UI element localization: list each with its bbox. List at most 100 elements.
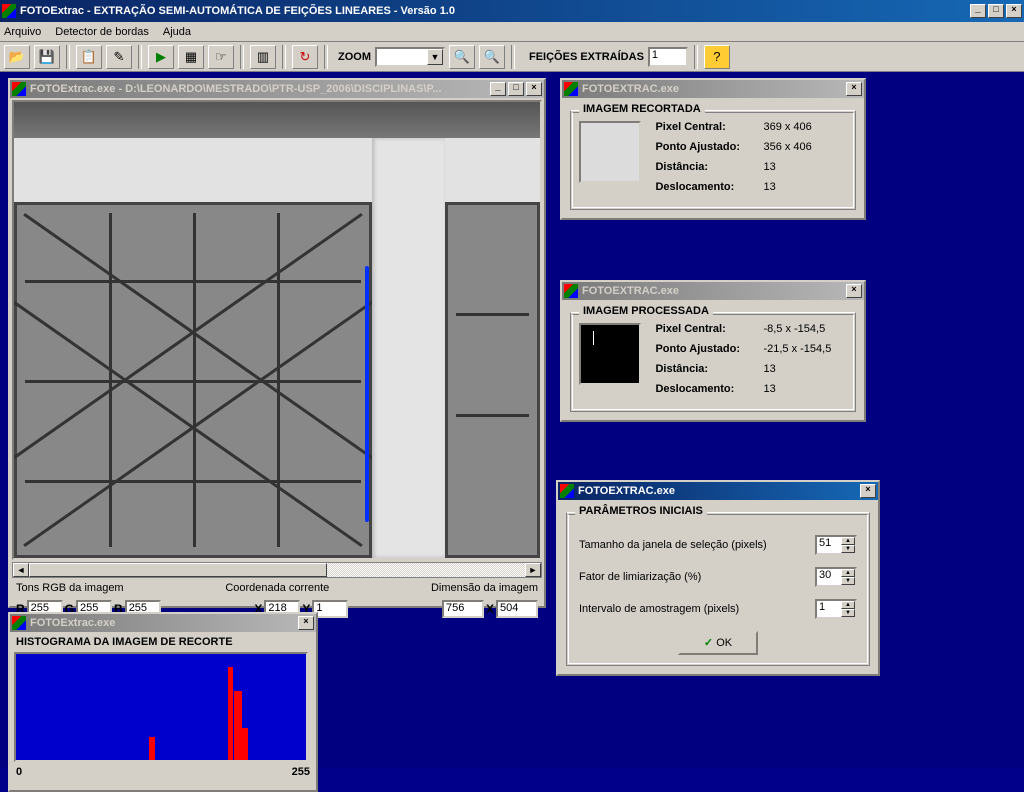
zoom-label: ZOOM bbox=[338, 51, 371, 63]
features-count-input[interactable]: 1 bbox=[648, 47, 688, 67]
proc-deslocamento-label: Deslocamento: bbox=[655, 383, 755, 395]
pointer-icon[interactable]: ☞ bbox=[208, 45, 234, 69]
proc-deslocamento-value: 13 bbox=[763, 383, 775, 395]
processed-panel-titlebar[interactable]: FOTOEXTRAC.exe × bbox=[562, 282, 864, 300]
processed-group-title: IMAGEM PROCESSADA bbox=[579, 305, 713, 317]
save-icon[interactable]: 💾 bbox=[34, 45, 60, 69]
proc-pixel-central-label: Pixel Central: bbox=[655, 323, 755, 335]
open-icon[interactable]: 📂 bbox=[4, 45, 30, 69]
param-sampling-input[interactable]: 1▲▼ bbox=[815, 599, 857, 619]
histogram-plot bbox=[14, 652, 308, 762]
histogram-titlebar[interactable]: FOTOExtrac.exe × bbox=[10, 614, 316, 632]
zoom-in-icon[interactable]: 🔍 bbox=[449, 45, 475, 69]
ok-button[interactable]: OK bbox=[678, 631, 758, 655]
distancia-value: 13 bbox=[763, 161, 775, 173]
proc-distancia-label: Distância: bbox=[655, 363, 755, 375]
params-panel-title: FOTOEXTRAC.exe bbox=[578, 485, 675, 497]
window-logo-icon bbox=[564, 82, 578, 96]
rgb-section-label: Tons RGB da imagem bbox=[16, 582, 124, 594]
pixel-central-value: 369 x 406 bbox=[763, 121, 811, 133]
params-close-button[interactable]: × bbox=[860, 484, 876, 498]
cropped-panel-titlebar[interactable]: FOTOEXTRAC.exe × bbox=[562, 80, 864, 98]
wand-icon[interactable]: ✎ bbox=[106, 45, 132, 69]
mdi-content: FOTOExtrac.exe - D:\LEONARDO\MESTRADO\PT… bbox=[0, 72, 1024, 766]
menubar: Arquivo Detector de bordas Ajuda bbox=[0, 22, 1024, 42]
window-logo-icon bbox=[12, 616, 26, 630]
dim-section-label: Dimensão da imagem bbox=[431, 582, 538, 594]
param-window-size-label: Tamanho da janela de seleção (pixels) bbox=[579, 539, 767, 551]
window-logo-icon bbox=[12, 82, 26, 96]
dim-x-label: X bbox=[486, 602, 494, 616]
copy-icon[interactable]: 📋 bbox=[76, 45, 102, 69]
menu-detector[interactable]: Detector de bordas bbox=[55, 26, 149, 38]
param-threshold-label: Fator de limiarização (%) bbox=[579, 571, 701, 583]
zoom-out-icon[interactable]: 🔍 bbox=[479, 45, 505, 69]
play-icon[interactable]: ▶ bbox=[148, 45, 174, 69]
image-window-title: FOTOExtrac.exe - D:\LEONARDO\MESTRADO\PT… bbox=[30, 83, 490, 95]
main-window: FOTOExtrac - EXTRAÇÃO SEMI-AUTOMÁTICA DE… bbox=[0, 0, 1024, 768]
grid-icon[interactable]: ▦ bbox=[178, 45, 204, 69]
h-value: 504 bbox=[496, 600, 538, 618]
processed-close-button[interactable]: × bbox=[846, 284, 862, 298]
menu-ajuda[interactable]: Ajuda bbox=[163, 26, 191, 38]
img-close-button[interactable]: × bbox=[526, 82, 542, 96]
processed-panel-title: FOTOEXTRAC.exe bbox=[582, 285, 679, 297]
main-titlebar: FOTOExtrac - EXTRAÇÃO SEMI-AUTOMÁTICA DE… bbox=[0, 0, 1024, 22]
image-h-scrollbar[interactable]: ◄ ► bbox=[12, 562, 542, 578]
zoom-combo[interactable]: ▼ bbox=[375, 47, 445, 67]
proc-pixel-central-value: -8,5 x -154,5 bbox=[763, 323, 825, 335]
params-panel-titlebar[interactable]: FOTOEXTRAC.exe × bbox=[558, 482, 878, 500]
histogram-group-title: HISTOGRAMA DA IMAGEM DE RECORTE bbox=[10, 632, 316, 648]
image-window: FOTOExtrac.exe - D:\LEONARDO\MESTRADO\PT… bbox=[8, 78, 546, 608]
param-sampling-label: Intervalo de amostragem (pixels) bbox=[579, 603, 739, 615]
hist-close-button[interactable]: × bbox=[298, 616, 314, 630]
histogram-title: FOTOExtrac.exe bbox=[30, 617, 115, 629]
image-viewport[interactable] bbox=[12, 100, 542, 560]
extracted-feature-line bbox=[365, 266, 369, 521]
refresh-icon[interactable]: ↻ bbox=[292, 45, 318, 69]
param-threshold-input[interactable]: 30▲▼ bbox=[815, 567, 857, 587]
window-logo-icon bbox=[560, 484, 574, 498]
coord-section-label: Coordenada corrente bbox=[225, 582, 329, 594]
ponto-ajustado-label: Ponto Ajustado: bbox=[655, 141, 755, 153]
cropped-image-panel: FOTOEXTRAC.exe × IMAGEM RECORTADA Pixel … bbox=[560, 78, 866, 220]
params-group-title: PARÂMETROS INICIAIS bbox=[575, 505, 707, 517]
cropped-thumbnail bbox=[579, 121, 641, 183]
app-logo-icon bbox=[2, 4, 16, 18]
help-icon[interactable]: ? bbox=[704, 45, 730, 69]
menu-arquivo[interactable]: Arquivo bbox=[4, 26, 41, 38]
scroll-thumb[interactable] bbox=[29, 563, 327, 577]
histogram-bar bbox=[242, 728, 248, 760]
params-panel: FOTOEXTRAC.exe × PARÂMETROS INICIAIS Tam… bbox=[556, 480, 880, 676]
app-title: FOTOExtrac - EXTRAÇÃO SEMI-AUTOMÁTICA DE… bbox=[20, 5, 455, 17]
proc-distancia-value: 13 bbox=[763, 363, 775, 375]
deslocamento-value: 13 bbox=[763, 181, 775, 193]
maximize-button[interactable]: □ bbox=[988, 4, 1004, 18]
image-window-titlebar[interactable]: FOTOExtrac.exe - D:\LEONARDO\MESTRADO\PT… bbox=[10, 80, 544, 98]
histogram-bar bbox=[149, 737, 155, 760]
window-logo-icon bbox=[564, 284, 578, 298]
cropped-panel-title: FOTOEXTRAC.exe bbox=[582, 83, 679, 95]
cropped-close-button[interactable]: × bbox=[846, 82, 862, 96]
toolbar: 📂 💾 📋 ✎ ▶ ▦ ☞ ▥ ↻ ZOOM ▼ 🔍 🔍 FEIÇÕES EXT… bbox=[0, 42, 1024, 72]
w-value: 756 bbox=[442, 600, 484, 618]
cropped-group-title: IMAGEM RECORTADA bbox=[579, 103, 705, 115]
param-window-size-input[interactable]: 51▲▼ bbox=[815, 535, 857, 555]
proc-ponto-value: -21,5 x -154,5 bbox=[763, 343, 831, 355]
distancia-label: Distância: bbox=[655, 161, 755, 173]
close-button[interactable]: × bbox=[1006, 4, 1022, 18]
deslocamento-label: Deslocamento: bbox=[655, 181, 755, 193]
minimize-button[interactable]: _ bbox=[970, 4, 986, 18]
scroll-right-icon[interactable]: ► bbox=[525, 563, 541, 577]
processed-image-panel: FOTOEXTRAC.exe × IMAGEM PROCESSADA Pixel… bbox=[560, 280, 866, 422]
pixel-central-label: Pixel Central: bbox=[655, 121, 755, 133]
histogram-bar bbox=[234, 691, 243, 760]
img-min-button[interactable]: _ bbox=[490, 82, 506, 96]
ponto-ajustado-value: 356 x 406 bbox=[763, 141, 811, 153]
histogram-window: FOTOExtrac.exe × HISTOGRAMA DA IMAGEM DE… bbox=[8, 612, 318, 792]
scroll-left-icon[interactable]: ◄ bbox=[13, 563, 29, 577]
palette-icon[interactable]: ▥ bbox=[250, 45, 276, 69]
img-max-button[interactable]: □ bbox=[508, 82, 524, 96]
features-label: FEIÇÕES EXTRAÍDAS bbox=[529, 51, 644, 63]
processed-thumbnail bbox=[579, 323, 641, 385]
